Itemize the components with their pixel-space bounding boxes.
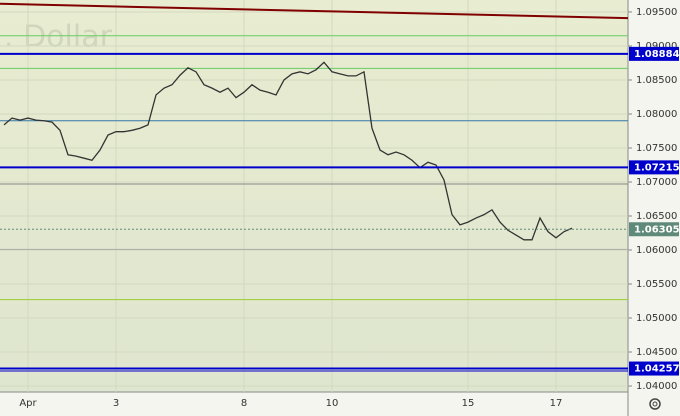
y-tick-label: 1.08500 — [636, 75, 677, 86]
y-tick-label: 1.09000 — [636, 41, 677, 52]
y-tick-label: 1.05500 — [636, 279, 677, 290]
price-line — [3, 61, 573, 241]
y-tick-label: 1.06500 — [636, 211, 677, 222]
x-tick-label: 3 — [113, 398, 119, 409]
watermark: . Dollar — [4, 20, 113, 55]
x-tick-label: 17 — [550, 398, 563, 409]
settings-icon[interactable] — [649, 398, 661, 410]
y-tick-label: 1.07500 — [636, 143, 677, 154]
price-label-box — [629, 46, 679, 61]
y-axis-area — [628, 0, 680, 416]
y-tick-label: 1.04000 — [636, 381, 677, 392]
y-tick-label: 1.06000 — [636, 245, 677, 256]
y-tick-label: 1.07000 — [636, 177, 677, 188]
price-label: 1.04257 — [634, 364, 680, 375]
y-tick-label: 1.05000 — [636, 313, 677, 324]
price-label: 1.08884 — [634, 49, 680, 60]
price-label-box — [629, 160, 679, 175]
x-tick-label: 10 — [326, 398, 339, 409]
x-tick-label: 15 — [462, 398, 475, 409]
x-tick-label: Apr — [19, 398, 37, 409]
price-label-box — [629, 222, 679, 237]
trend-line — [0, 2, 629, 20]
y-tick-label: 1.09500 — [636, 7, 677, 18]
x-tick-label: 8 — [241, 398, 247, 409]
price-label: 1.06305 — [634, 224, 680, 235]
plot-area — [0, 0, 628, 392]
price-label-box — [629, 361, 679, 376]
y-tick-label: 1.08000 — [636, 109, 677, 120]
x-axis-area — [0, 392, 628, 416]
y-tick-label: 1.04500 — [636, 347, 677, 358]
price-label: 1.07215 — [634, 162, 680, 173]
settings-icon-center — [652, 401, 658, 407]
